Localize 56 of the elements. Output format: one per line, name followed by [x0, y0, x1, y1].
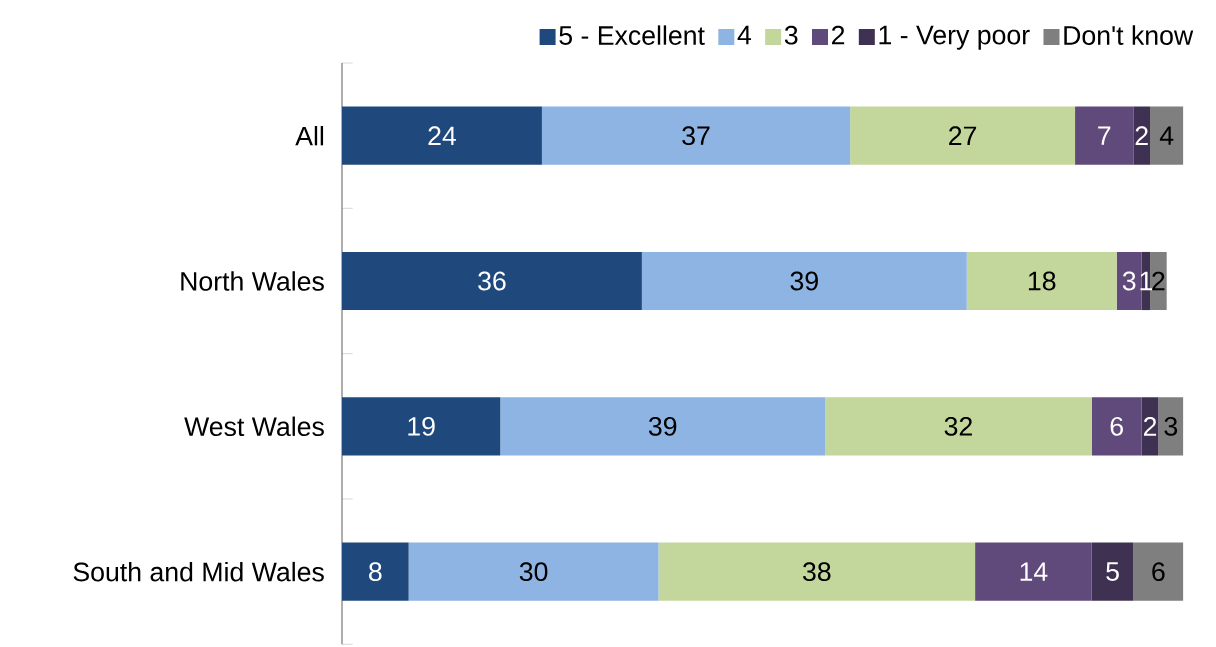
data-label: 1	[1140, 271, 1152, 291]
data-label: 7	[1098, 126, 1111, 145]
bar	[1158, 397, 1184, 456]
data-label: 37	[682, 126, 710, 146]
bar	[850, 106, 1076, 165]
data-label: 2	[1135, 126, 1148, 145]
legend-label: 2	[831, 25, 845, 45]
legend-label: 1 - Very poor	[879, 25, 1030, 50]
data-label: 27	[949, 126, 977, 145]
bar	[1091, 397, 1142, 456]
data-label: 2	[1152, 271, 1165, 291]
y-tick-label: North Wales	[181, 271, 324, 291]
data-label: 14	[1020, 562, 1048, 581]
data-label: 39	[790, 271, 818, 291]
bar	[1091, 542, 1134, 601]
data-label: 3	[1164, 416, 1178, 436]
bar	[342, 106, 542, 165]
bar	[825, 397, 1092, 456]
bar	[1150, 251, 1167, 311]
bar	[1133, 542, 1184, 601]
legend-label: 4	[737, 25, 752, 45]
data-label: 2	[1143, 417, 1157, 436]
data-label: 19	[408, 416, 435, 436]
y-tick-label: All	[295, 126, 324, 146]
bar	[342, 542, 409, 601]
bar	[1075, 106, 1134, 165]
bar	[1133, 106, 1151, 165]
bar	[1116, 251, 1142, 311]
bar	[342, 397, 501, 456]
bar	[342, 251, 642, 311]
legend-label: Don't know	[1064, 25, 1194, 45]
data-label: 24	[428, 126, 457, 145]
data-label: 6	[1110, 416, 1123, 436]
bar	[658, 542, 976, 601]
data-label: 8	[369, 562, 382, 582]
y-tick-label: South and Mid Wales	[73, 561, 324, 582]
bar	[966, 251, 1117, 311]
legend-label: 5 - Excellent	[559, 25, 705, 45]
bar	[641, 251, 967, 311]
data-label: 30	[519, 562, 548, 582]
data-label: 18	[1028, 271, 1056, 291]
data-label: 4	[1159, 126, 1174, 145]
data-label: 36	[478, 271, 506, 291]
data-label: 32	[944, 416, 972, 436]
data-label: 5	[1106, 562, 1119, 581]
bar	[541, 106, 851, 165]
bar	[408, 542, 659, 601]
bar	[975, 542, 1092, 601]
data-label: 39	[648, 416, 677, 436]
legend-label: 3	[784, 25, 798, 45]
data-label: 3	[1122, 271, 1136, 291]
bar	[500, 397, 826, 456]
data-label: 38	[803, 562, 831, 582]
y-tick-label: West Wales	[184, 416, 324, 437]
data-label: 6	[1152, 562, 1165, 582]
bar	[1150, 106, 1184, 165]
